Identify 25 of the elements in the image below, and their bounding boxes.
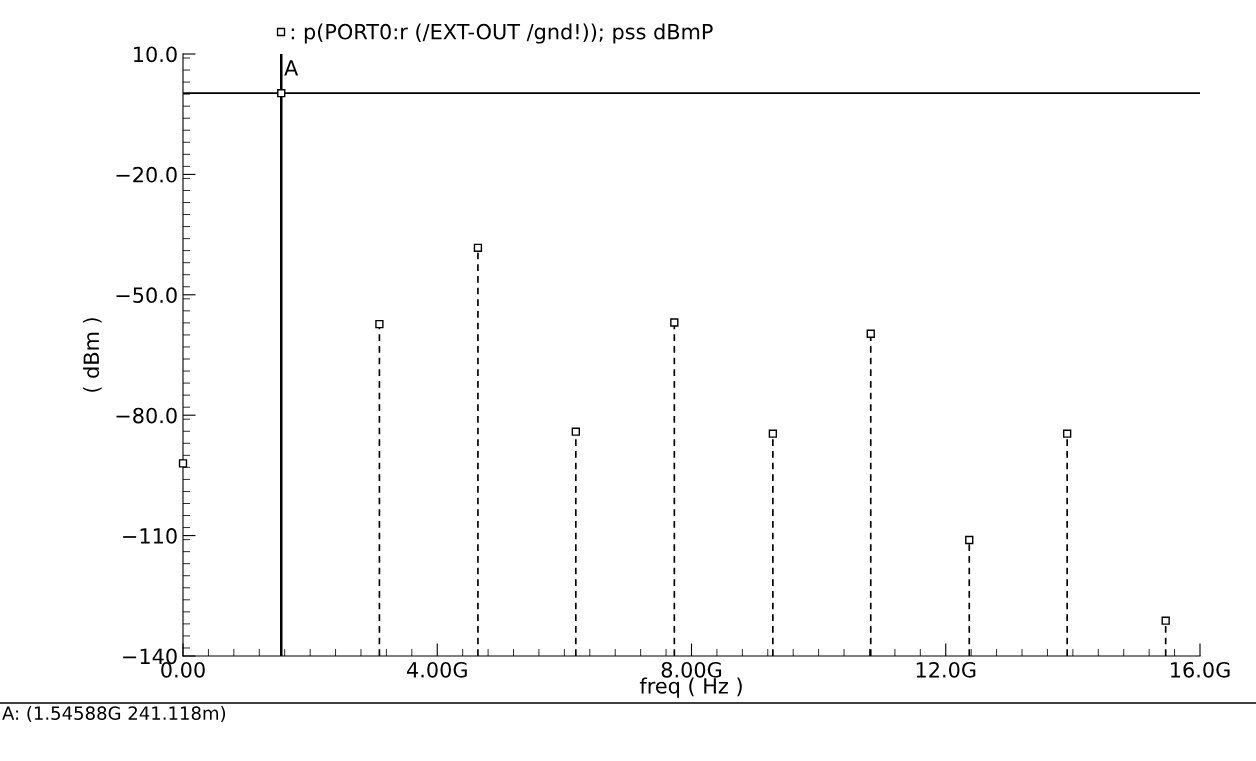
text: A: (1.54588G 241.118m) bbox=[2, 706, 226, 723]
point bbox=[866, 329, 875, 338]
x-tick-label: 8.00G bbox=[661, 661, 722, 678]
point bbox=[277, 88, 286, 98]
y-tick-label: −50.0 bbox=[116, 287, 177, 304]
y-tick-label: −20.0 bbox=[116, 166, 177, 183]
point bbox=[965, 535, 974, 545]
point bbox=[571, 427, 580, 436]
x-tick-label: 12.0G bbox=[916, 661, 976, 678]
x-axis-title: freq ( Hz ) bbox=[639, 677, 742, 698]
x-tick-label: 4.00G bbox=[407, 661, 467, 678]
point bbox=[768, 429, 778, 438]
point bbox=[375, 319, 384, 329]
point bbox=[670, 318, 679, 327]
ref-line-label: A bbox=[284, 60, 299, 76]
point bbox=[473, 243, 483, 253]
y-tick-label: −80.0 bbox=[116, 407, 177, 424]
point bbox=[1062, 429, 1072, 438]
y-tick-label: −110 bbox=[123, 528, 177, 544]
legend-label: : p(PORT0:r (/EXT-OUT /gnd!)); pss dBmP bbox=[291, 23, 713, 44]
x-tick-label: 16.0G bbox=[1171, 661, 1230, 678]
y-tick-label: 10.0 bbox=[134, 46, 177, 63]
point bbox=[178, 459, 188, 468]
y-axis-title: ( dBm ) bbox=[83, 318, 102, 392]
point bbox=[1161, 616, 1170, 625]
